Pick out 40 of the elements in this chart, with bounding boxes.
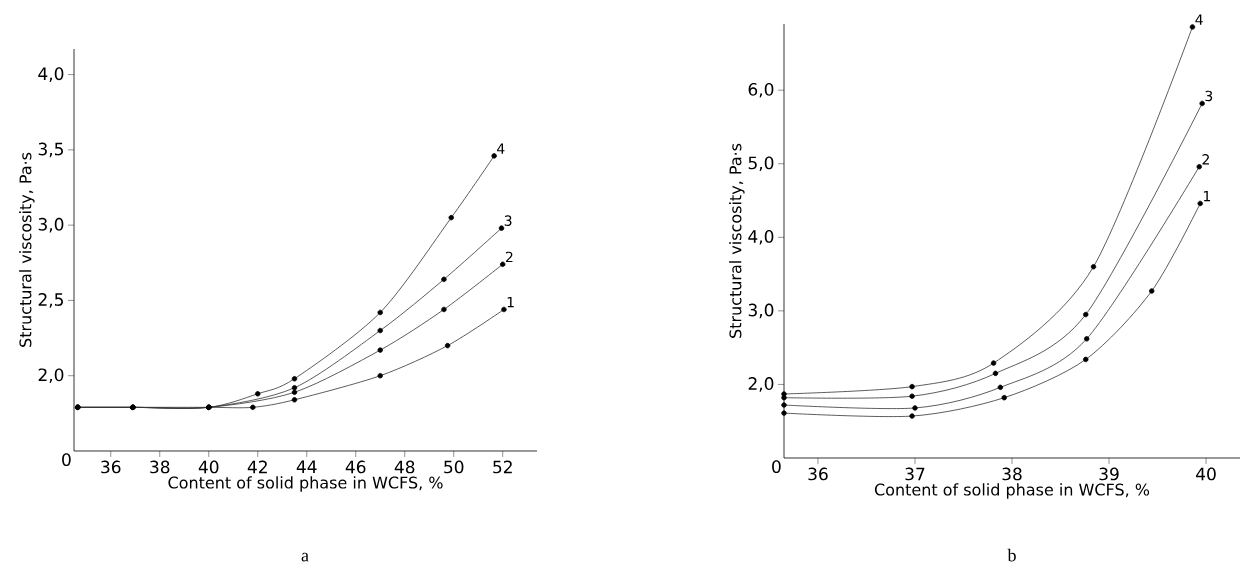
series-label: 1 bbox=[1203, 191, 1211, 202]
x-tick-label: 36 bbox=[101, 460, 121, 474]
x-axis-title: Content of solid phase in WCFS, % bbox=[168, 476, 443, 492]
y-axis-title: Structural viscosity, Pa·s bbox=[729, 143, 745, 338]
y-tick-label: 2,0 bbox=[38, 368, 64, 383]
x-tick-label: 38 bbox=[150, 460, 170, 474]
y-tick-label: 3,5 bbox=[38, 142, 63, 158]
x-tick-label: 36 bbox=[808, 467, 828, 481]
x-tick-label: 46 bbox=[345, 460, 366, 474]
y-tick-label: 2,0 bbox=[748, 377, 774, 392]
x-tick-label: 38 bbox=[1002, 467, 1022, 481]
series-label: 4 bbox=[497, 143, 505, 154]
y-axis-title: Structural viscosity, Pa·s bbox=[19, 152, 35, 347]
text: 0 bbox=[772, 460, 781, 474]
text: b bbox=[1007, 548, 1016, 562]
text: 0 bbox=[62, 453, 71, 467]
series-label: 1 bbox=[507, 297, 514, 308]
x-tick-label: 39 bbox=[1099, 467, 1119, 481]
series-label: 2 bbox=[1202, 154, 1209, 165]
series-label: 2 bbox=[505, 251, 513, 263]
x-tick-label: 42 bbox=[247, 460, 267, 474]
text: a bbox=[301, 552, 309, 562]
series-label: 3 bbox=[504, 215, 512, 226]
y-tick-label: 4,0 bbox=[38, 67, 64, 82]
x-tick-label: 44 bbox=[296, 460, 317, 473]
y-tick-label: 4,0 bbox=[748, 230, 774, 245]
y-tick-label: 5,0 bbox=[748, 156, 774, 172]
x-tick-label: 40 bbox=[198, 460, 219, 474]
y-tick-label: 2,5 bbox=[38, 293, 63, 308]
series-label: 4 bbox=[1195, 14, 1203, 25]
x-tick-label: 48 bbox=[394, 460, 415, 474]
y-tick-label: 3,0 bbox=[38, 217, 64, 233]
x-axis-title: Content of solid phase in WCFS, % bbox=[874, 483, 1150, 499]
x-tick-label: 50 bbox=[444, 460, 464, 474]
y-tick-label: 3,0 bbox=[748, 303, 774, 319]
x-tick-label: 37 bbox=[905, 467, 925, 481]
series-label: 3 bbox=[1205, 90, 1213, 102]
x-tick-label: 52 bbox=[493, 460, 512, 474]
x-tick-label: 40 bbox=[1196, 467, 1216, 481]
y-tick-label: 6,0 bbox=[748, 82, 774, 98]
